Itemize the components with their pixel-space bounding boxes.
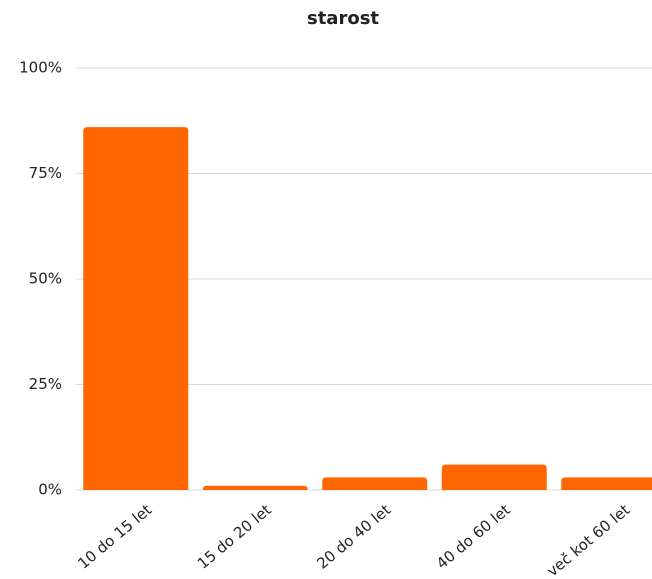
- x-tick-label: več kot 60 let: [543, 501, 633, 579]
- bar: [441, 464, 547, 490]
- y-tick-label: 50%: [29, 270, 62, 288]
- y-tick-label: 100%: [19, 59, 62, 77]
- bar: [322, 477, 428, 490]
- chart-title: starost: [307, 8, 379, 29]
- x-tick-label: 15 do 20 let: [194, 501, 275, 573]
- x-tick-label: 10 do 15 let: [74, 501, 155, 573]
- y-tick-label: 0%: [38, 481, 62, 499]
- bar: [561, 477, 652, 490]
- y-tick-label: 75%: [29, 164, 62, 182]
- bar: [202, 485, 308, 490]
- bar: [83, 127, 189, 490]
- y-tick-label: 25%: [29, 375, 62, 393]
- x-tick-label: 40 do 60 let: [433, 501, 514, 573]
- x-tick-label: 20 do 40 let: [313, 501, 394, 573]
